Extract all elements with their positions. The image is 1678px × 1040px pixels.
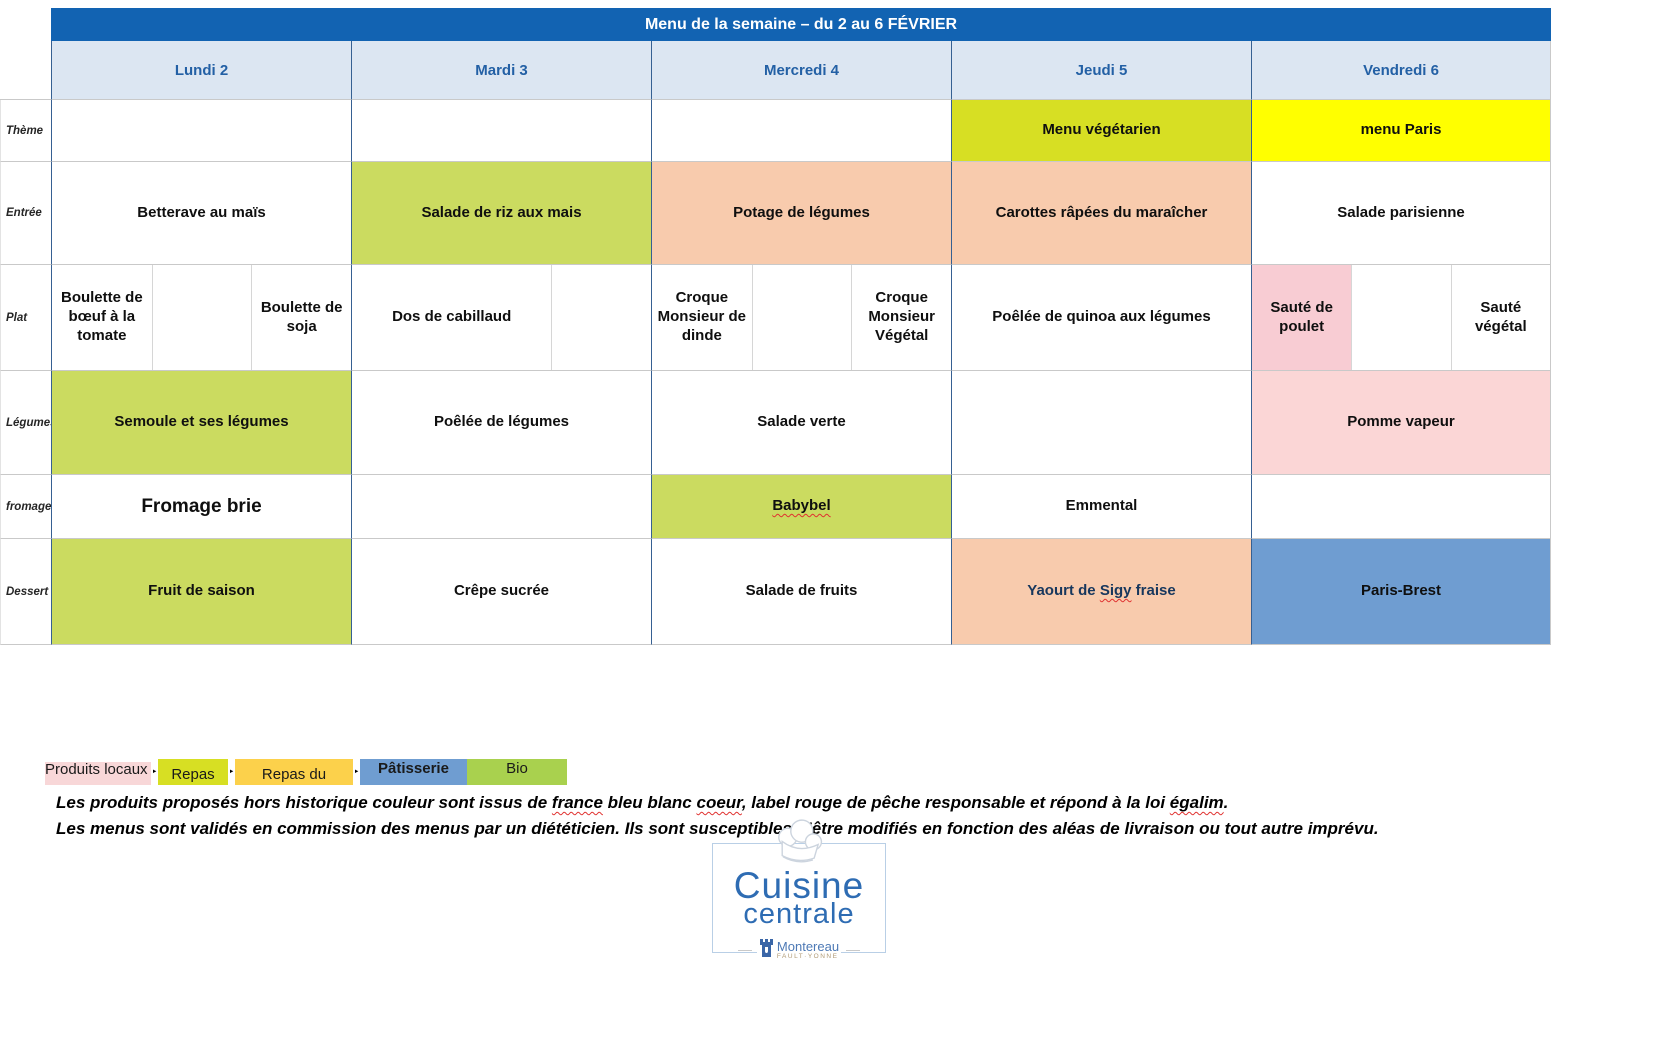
cell-plat-jeudi: Poêlée de quinoa aux légumes [951,265,1251,371]
cell-entree-lundi: Betterave au maïs [51,162,351,265]
corner-cell [0,8,51,100]
cell-plat-vendredi-poulet: Sauté de poulet [1252,265,1352,370]
brand-name-text: Montereau [776,939,840,955]
dessert-jeudi-text: Yaourt de Sigy fraise [1027,582,1176,600]
overflow-arrow-icon: ‣ [228,767,235,778]
row-label-entree: Entrée [0,162,51,265]
cell-entree-jeudi: Carottes râpées du maraîcher [951,162,1251,265]
cell-fromage-mercredi: Babybel [651,475,951,539]
cell-legumes-mercredi: Salade verte [651,371,951,475]
cell-plat-mercredi: Croque Monsieur de dinde Croque Monsieur… [651,265,951,371]
legend-repas-du: Repas du [235,759,353,785]
cell-plat-vendredi: Sauté de poulet Sauté végétal [1251,265,1551,371]
column-header-lundi: Lundi 2 [51,41,351,100]
brand-dash-left [737,950,752,951]
column-header-mardi: Mardi 3 [351,41,651,100]
cell-plat-vendredi-vegetal: Sauté végétal [1450,265,1550,370]
montereau-castle-icon [759,938,774,963]
cell-legumes-jeudi [951,371,1251,475]
cell-dessert-jeudi: Yaourt de Sigy fraise [951,539,1251,645]
cell-plat-mardi: Dos de cabillaud [351,265,651,371]
cell-plat-mercredi-empty [751,265,852,370]
legend-produits-locaux: Produits locaux [45,762,151,785]
cell-plat-mardi-empty [551,265,651,370]
cell-legumes-vendredi: Pomme vapeur [1251,371,1551,475]
cell-plat-lundi-boeuf: Boulette de bœuf à la tomate [60,289,143,344]
legend-patisserie: Pâtisserie [360,759,467,785]
cell-entree-mardi: Salade de riz aux mais [351,162,651,265]
row-label-plat: Plat [0,265,51,371]
fromage-babybel-text: Babybel [772,497,831,515]
row-label-legumes: Légumes [0,371,57,475]
footer-notes: Les produits proposés hors historique co… [56,790,1456,842]
cell-plat-lundi: Boulette de bœuf à la tomate Boulette de… [51,265,351,371]
column-header-mercredi: Mercredi 4 [651,41,951,100]
cell-entree-vendredi: Salade parisienne [1251,162,1551,265]
cell-plat-vendredi-empty [1351,265,1450,370]
cell-theme-lundi [51,100,351,162]
overflow-arrow-icon: ‣ [353,767,360,778]
row-label-theme: Thème [0,100,51,162]
row-label-dessert: Dessert [0,539,51,645]
brand-subtitle-text: FAULT·YONNE [776,953,839,961]
legend-repas: Repas [158,759,228,785]
cell-dessert-lundi: Fruit de saison [51,539,351,645]
logo-word-cuisine: Cuisine [733,865,865,906]
legend-bio: Bio [467,759,567,785]
row-label-fromage: fromage [0,475,51,539]
overflow-arrow-icon: ‣ [151,767,158,778]
column-header-vendredi: Vendredi 6 [1251,41,1551,100]
note-line-1: Les produits proposés hors historique co… [56,793,1229,812]
cell-plat-lundi-soja: Boulette de soja [251,265,351,370]
cell-plat-mercredi-vegetal: Croque Monsieur Végétal [851,265,951,370]
column-header-jeudi: Jeudi 5 [951,41,1251,100]
cell-theme-mercredi [651,100,951,162]
color-legend: Produits locaux ‣ Repas ‣ Repas du ‣ Pât… [45,757,567,785]
cell-plat-lundi-empty [151,265,252,370]
cell-fromage-lundi: Fromage brie [51,475,351,539]
note-line-2: Les menus sont validés en commission des… [56,819,1379,838]
cell-legumes-lundi: Semoule et ses légumes [51,371,351,475]
cell-theme-jeudi: Menu végétarien [951,100,1251,162]
cell-dessert-mardi: Crêpe sucrée [351,539,651,645]
cell-dessert-mercredi: Salade de fruits [651,539,951,645]
cell-plat-mardi-cabillaud: Dos de cabillaud [392,308,512,326]
cuisine-centrale-logo: Cuisine centrale Montereau FAULT·YONNE [712,819,886,963]
logo-word-centrale: centrale [743,898,855,930]
chef-hat-icon [769,818,831,875]
cell-plat-mercredi-dinde: Croque Monsieur de dinde [657,289,746,344]
cell-theme-mardi [351,100,651,162]
cell-legumes-mardi: Poêlée de légumes [351,371,651,475]
cell-dessert-vendredi: Paris-Brest [1251,539,1551,645]
menu-table: Menu de la semaine – du 2 au 6 FÉVRIER L… [0,8,1551,645]
menu-title: Menu de la semaine – du 2 au 6 FÉVRIER [51,8,1551,41]
montereau-brand: Montereau FAULT·YONNE [713,938,885,963]
cell-entree-mercredi: Potage de légumes [651,162,951,265]
cell-fromage-jeudi: Emmental [951,475,1251,539]
cell-fromage-vendredi [1251,475,1551,539]
cell-fromage-mardi [351,475,651,539]
brand-dash-right [846,950,861,951]
cell-theme-vendredi: menu Paris [1251,100,1551,162]
